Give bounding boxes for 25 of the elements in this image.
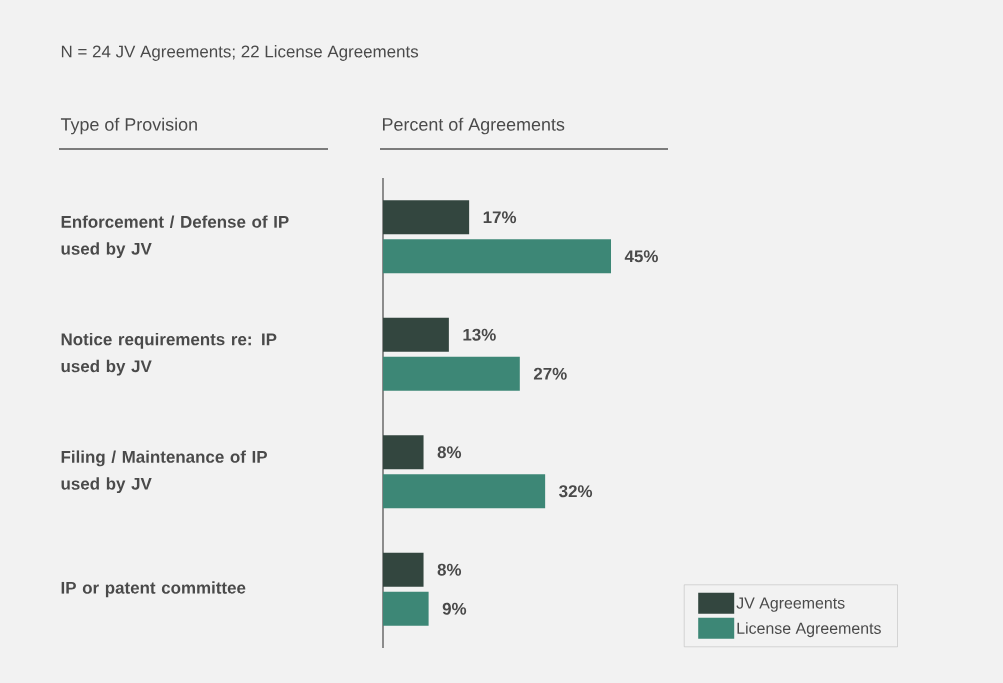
bar	[383, 552, 424, 587]
data-label: 13%	[463, 328, 496, 341]
bar	[383, 200, 470, 235]
legend-label: License Agreements	[737, 622, 881, 638]
data-label: 27%	[533, 367, 567, 380]
y-tick-label: Filing / Maintenance of IP used by JV	[61, 450, 267, 494]
data-label: 8%	[437, 446, 462, 459]
bar	[383, 591, 429, 626]
y-tick-label: IP or patent committee	[61, 581, 246, 598]
y-tick-label: Enforcement / Defense of IP used by JV	[61, 215, 289, 259]
text: Type of Provision	[60, 117, 197, 135]
bar	[383, 317, 449, 352]
data-label: 8%	[437, 563, 462, 576]
bar	[383, 474, 546, 509]
bar	[383, 239, 611, 274]
text: Percent of Agreements	[382, 117, 565, 135]
data-label: 9%	[442, 602, 467, 615]
text: N = 24 JV Agreements; 22 License Agreements	[61, 45, 419, 61]
legend-label: JV Agreements	[736, 597, 845, 612]
data-label: 17%	[483, 211, 517, 224]
data-label: 45%	[624, 250, 658, 263]
data-label: 32%	[559, 485, 593, 498]
bar	[383, 435, 424, 470]
y-tick-label: Notice requirements re: IP used by JV	[61, 332, 277, 376]
bar	[383, 356, 520, 391]
